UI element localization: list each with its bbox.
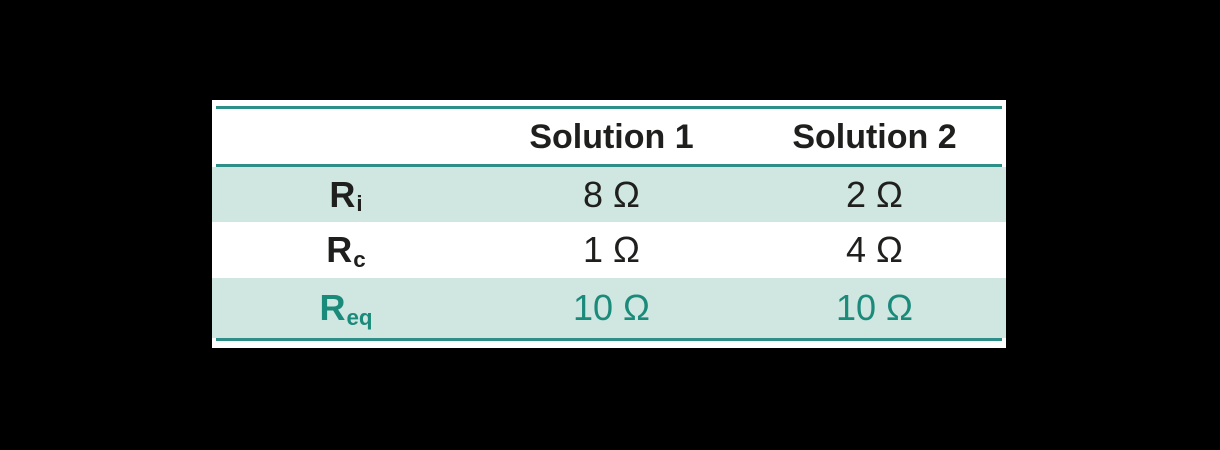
row-label-req: Req [212,287,480,329]
row-label-ri-subscript: i [356,191,363,217]
value-req-solution-1: 10 Ω [573,287,650,328]
row-label-req-base: R [319,287,346,328]
value-ri-solution-2: 2 Ω [846,173,903,215]
value-req-solution-2: 10 Ω [836,287,913,328]
table-row-rc: Rc 1 Ω 4 Ω [212,222,1006,278]
header-cell-solution-1: Solution 1 [529,117,694,156]
row-label-req-subscript: eq [346,304,373,330]
table-header-rule [216,164,1002,167]
value-rc-solution-1: 1 Ω [583,229,640,270]
row-label-ri: Ri [212,173,480,217]
row-label-rc-subscript: c [353,246,366,272]
table-header-row: Solution 1 Solution 2 [212,109,1006,164]
table-bottom-padding [212,341,1006,348]
resistance-comparison-table: Solution 1 Solution 2 Ri 8 Ω 2 Ω Rc 1 Ω … [212,100,1006,348]
row-label-ri-base: R [329,173,356,215]
table-top-rule [216,106,1002,109]
row-label-rc: Rc [212,229,480,271]
header-cell-solution-2: Solution 2 [792,117,957,156]
table-row-req: Req 10 Ω 10 Ω [212,278,1006,338]
value-rc-solution-2: 4 Ω [846,229,903,270]
table-bottom-rule [216,338,1002,341]
row-label-rc-base: R [326,229,353,270]
table-row-ri: Ri 8 Ω 2 Ω [212,167,1006,222]
value-ri-solution-1: 8 Ω [583,173,640,215]
